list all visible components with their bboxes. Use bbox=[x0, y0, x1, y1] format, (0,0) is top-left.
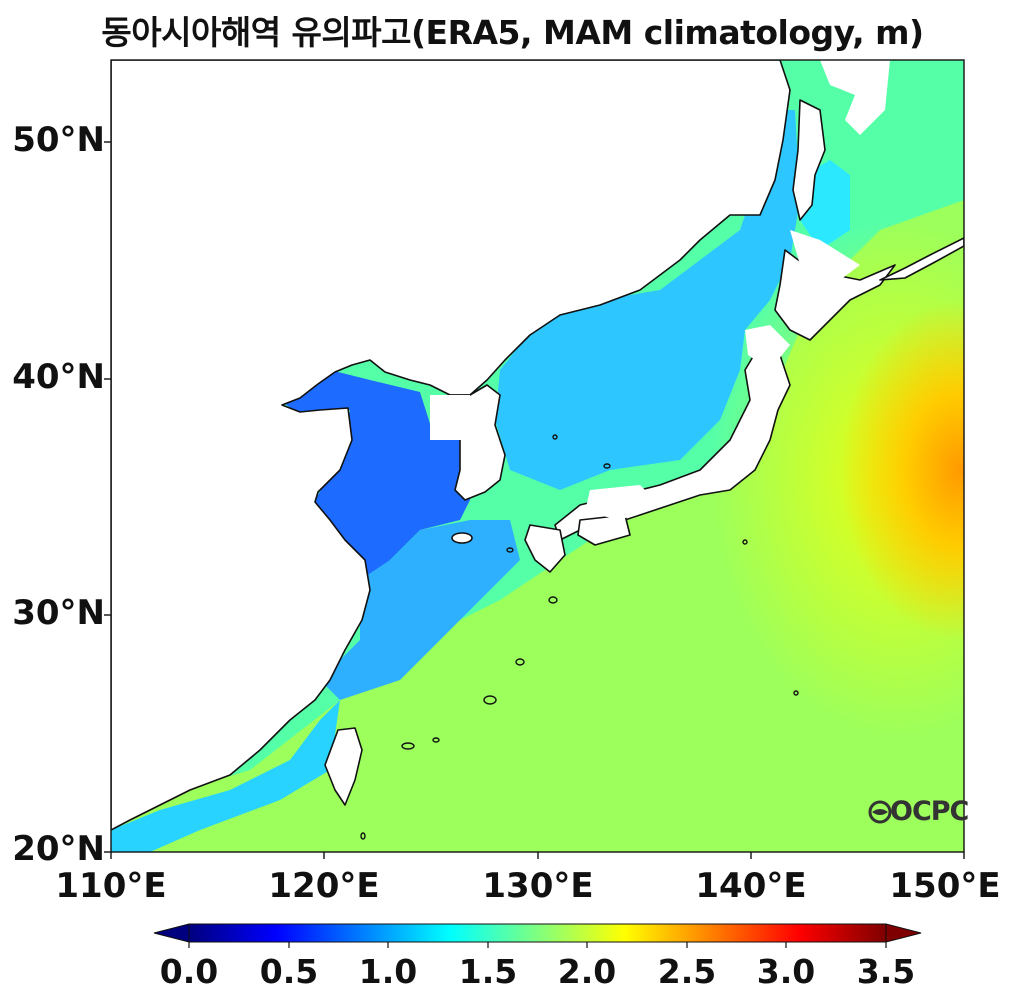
mainland-asia bbox=[111, 60, 791, 831]
yellow-sea bbox=[282, 370, 470, 600]
south-coast-band bbox=[111, 700, 340, 852]
taiwan bbox=[324, 727, 363, 806]
colorbar-tick-label: 2.5 bbox=[657, 952, 717, 991]
jeju-island bbox=[451, 532, 473, 544]
island bbox=[401, 742, 415, 750]
y-tick-label: 50°N bbox=[12, 120, 105, 160]
island bbox=[360, 832, 366, 840]
island bbox=[515, 658, 525, 666]
missing-data-patch bbox=[820, 60, 890, 135]
x-tick-label: 110°E bbox=[55, 866, 167, 906]
sakhalin bbox=[792, 99, 826, 221]
island bbox=[548, 596, 558, 604]
colorbar-tick-label: 1.0 bbox=[358, 952, 418, 991]
y-tick-label: 40°N bbox=[12, 357, 105, 397]
ocpc-logo: OCPC bbox=[890, 796, 969, 827]
island bbox=[603, 463, 611, 469]
ocpc-logo-icon bbox=[868, 800, 892, 824]
y-tick-label: 30°N bbox=[12, 593, 105, 633]
island bbox=[552, 434, 558, 440]
colorbar bbox=[153, 923, 922, 948]
x-tick-label: 140°E bbox=[695, 866, 807, 906]
island bbox=[432, 737, 440, 743]
east-china-sea bbox=[320, 520, 520, 700]
missing-data-patch bbox=[745, 325, 790, 370]
east-sea bbox=[495, 110, 800, 490]
y-tick-label: 20°N bbox=[12, 829, 105, 869]
colorbar-tick-label: 3.5 bbox=[856, 952, 916, 991]
island bbox=[793, 690, 799, 696]
missing-data-patch bbox=[585, 485, 660, 520]
missing-data-patch bbox=[430, 395, 470, 440]
x-tick-label: 150°E bbox=[889, 866, 1001, 906]
colorbar-tick-label: 1.5 bbox=[458, 952, 518, 991]
island bbox=[742, 539, 748, 545]
island bbox=[483, 695, 497, 705]
colorbar-tick-label: 2.0 bbox=[557, 952, 617, 991]
colorbar-tick-label: 0.0 bbox=[159, 952, 219, 991]
map-title: 동아시아해역 유의파고(ERA5, MAM climatology, m) bbox=[101, 13, 924, 52]
colorbar-tick-label: 3.0 bbox=[756, 952, 816, 991]
kyushu bbox=[524, 524, 566, 573]
island bbox=[506, 547, 514, 553]
orange-hotspot bbox=[840, 300, 964, 640]
x-tick-label: 130°E bbox=[482, 866, 594, 906]
missing-data-patch bbox=[790, 230, 860, 280]
x-tick-label: 120°E bbox=[268, 866, 380, 906]
kuril-islands bbox=[879, 237, 964, 281]
colorbar-tick-label: 0.5 bbox=[259, 952, 319, 991]
